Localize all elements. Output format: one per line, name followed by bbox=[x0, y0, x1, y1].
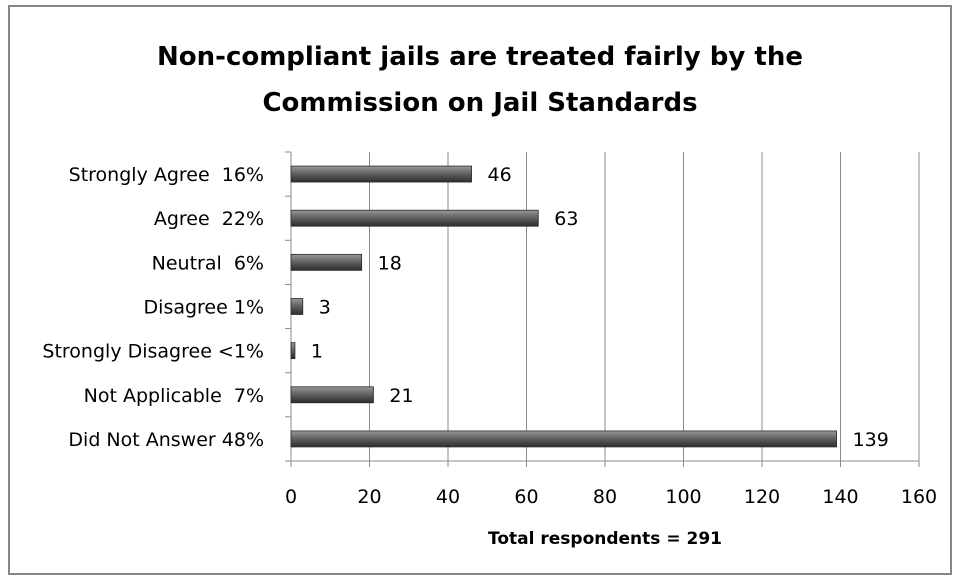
category-label: Strongly Agree 16% bbox=[69, 164, 264, 186]
category-label: Neutral 6% bbox=[152, 252, 264, 274]
data-label: 1 bbox=[311, 341, 323, 363]
bar bbox=[290, 298, 304, 315]
bar bbox=[290, 342, 296, 360]
bar bbox=[290, 253, 363, 271]
x-tick-label: 120 bbox=[744, 486, 780, 508]
x-tick-label: 80 bbox=[593, 486, 617, 508]
x-tick-label: 160 bbox=[901, 486, 937, 508]
data-label: 46 bbox=[488, 164, 512, 186]
x-tick-label: 100 bbox=[665, 486, 701, 508]
chart-title-line-2: Commission on Jail Standards bbox=[262, 88, 698, 118]
category-label: Not Applicable 7% bbox=[84, 385, 264, 407]
bar bbox=[290, 430, 837, 448]
x-tick-label: 40 bbox=[436, 486, 460, 508]
data-label: 63 bbox=[554, 208, 578, 230]
chart-frame bbox=[8, 5, 952, 575]
category-label: Did Not Answer 48% bbox=[68, 429, 264, 451]
chart-title: Non-compliant jails are treated fairly b… bbox=[0, 34, 960, 126]
x-tick-label: 0 bbox=[285, 486, 297, 508]
bar bbox=[290, 209, 539, 227]
data-label: 139 bbox=[853, 429, 889, 451]
x-axis-title: Total respondents = 291 bbox=[488, 529, 722, 549]
bar bbox=[290, 165, 472, 183]
data-label: 3 bbox=[319, 297, 331, 319]
category-label: Agree 22% bbox=[154, 208, 264, 230]
chart-title-line-1: Non-compliant jails are treated fairly b… bbox=[157, 42, 803, 72]
data-label: 21 bbox=[389, 385, 413, 407]
x-tick-label: 20 bbox=[357, 486, 381, 508]
category-label: Disagree 1% bbox=[144, 297, 264, 319]
x-tick-label: 60 bbox=[514, 486, 538, 508]
category-label: Strongly Disagree <1% bbox=[42, 341, 264, 363]
bar bbox=[290, 386, 374, 404]
x-tick-label: 140 bbox=[822, 486, 858, 508]
data-label: 18 bbox=[378, 252, 402, 274]
